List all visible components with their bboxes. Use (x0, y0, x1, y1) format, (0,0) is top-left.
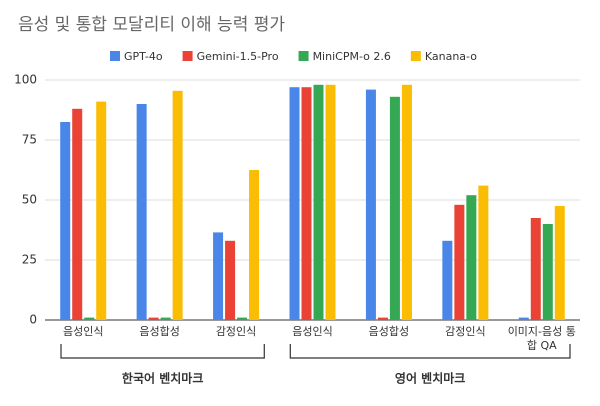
bar (301, 87, 312, 320)
bar (542, 224, 553, 320)
legend-swatch (410, 51, 421, 61)
bar (401, 84, 412, 320)
group-bracket (289, 344, 571, 359)
x-tick-label: 감정인식 (445, 325, 486, 338)
bar (96, 101, 107, 320)
bar (377, 317, 388, 320)
legend-label: Kanana-o (425, 50, 477, 63)
bar (84, 317, 95, 320)
bar (530, 218, 541, 320)
bar (289, 87, 300, 320)
y-tick-label: 25 (22, 253, 37, 267)
bar (136, 104, 147, 320)
bar (389, 96, 400, 320)
bar (442, 240, 453, 320)
bar (225, 240, 236, 320)
bar (60, 122, 71, 320)
x-tick-label: 음성인식 (292, 325, 333, 338)
bar (518, 317, 529, 320)
y-tick-label: 0 (29, 313, 37, 327)
x-tick-label: 이미지-음성 통합 QA (507, 325, 576, 352)
legend-swatch (182, 51, 193, 61)
x-tick-label: 음성합성 (139, 325, 180, 338)
legend-label: MiniCPM-o 2.6 (313, 50, 391, 63)
bar (160, 317, 171, 320)
x-tick-label: 음성인식 (62, 325, 104, 338)
bar (454, 204, 465, 320)
bar (213, 232, 224, 320)
legend-label: Gemini-1.5-Pro (197, 50, 279, 63)
x-tick-label: 음성합성 (368, 325, 410, 338)
bar (237, 317, 248, 320)
bar (466, 195, 477, 320)
bar (365, 89, 376, 320)
bar (148, 317, 159, 320)
bar (172, 90, 183, 320)
y-tick-label: 100 (14, 73, 37, 87)
bar (249, 170, 260, 320)
bar (325, 84, 336, 320)
legend-swatch (298, 51, 309, 61)
group-label: 영어 벤치마크 (395, 371, 465, 386)
y-tick-label: 50 (22, 193, 37, 207)
group-bracket (60, 344, 265, 359)
bar (313, 84, 324, 320)
bar (478, 185, 489, 320)
bar (72, 108, 83, 320)
x-tick-label: 감정인식 (215, 325, 257, 338)
y-tick-label: 75 (22, 133, 37, 147)
bar (554, 206, 565, 320)
group-label: 한국어 벤치마크 (122, 371, 203, 386)
legend-swatch (110, 51, 120, 61)
legend-label: GPT-4o (124, 50, 163, 63)
chart-title: 음성 및 통합 모달리티 이해 능력 평가 (18, 15, 285, 35)
